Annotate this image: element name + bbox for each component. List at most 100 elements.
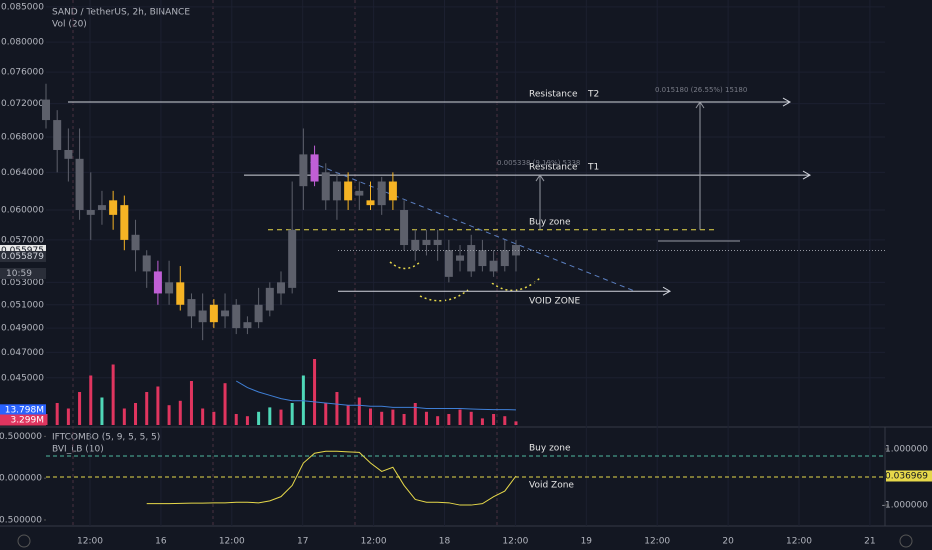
candle-body xyxy=(500,250,509,267)
indicator-title: IFTCOMBO (5, 9, 5, 5, 5) xyxy=(52,433,160,443)
volume-bar xyxy=(245,416,249,425)
candle-body xyxy=(165,282,174,294)
candle-body xyxy=(176,282,185,305)
y-tick-label: 0.000000 xyxy=(0,474,42,484)
volume-bar xyxy=(335,392,339,425)
y-tick-label: 0.068000 xyxy=(1,132,44,142)
volume-bar xyxy=(268,407,272,425)
arc xyxy=(389,261,421,270)
candle-body xyxy=(187,299,196,317)
volume-bar xyxy=(458,409,462,425)
volume-bar xyxy=(346,405,350,425)
volume-bar xyxy=(492,414,496,425)
volume-bar xyxy=(89,375,93,425)
volume-box xyxy=(0,404,46,416)
volume-bar xyxy=(391,409,395,425)
candle-body xyxy=(310,154,319,182)
x-tick-label: 21 xyxy=(864,537,875,547)
arrow-head xyxy=(802,170,812,180)
volume-bar xyxy=(100,397,104,425)
candle-body xyxy=(456,255,465,261)
level-label: Void Zone xyxy=(529,481,574,491)
candle-body xyxy=(444,250,453,277)
volume-bar xyxy=(189,381,193,425)
volume-bar xyxy=(480,418,484,425)
annotation-label: Resistance xyxy=(529,90,578,100)
volume-bar xyxy=(369,408,373,425)
y-tick-label: 0.047000 xyxy=(1,348,44,358)
candle-body xyxy=(321,172,330,201)
volume-bar xyxy=(78,392,82,425)
candle-body xyxy=(64,149,73,159)
volume-bar xyxy=(234,414,238,425)
arrow-head xyxy=(662,286,672,296)
volume-box xyxy=(0,414,46,426)
measure-head xyxy=(535,174,545,182)
volume-bar xyxy=(324,403,328,425)
candle-body xyxy=(299,154,308,187)
x-tick-label: 12:00 xyxy=(77,537,103,547)
volume-bar xyxy=(313,359,317,425)
candle-body xyxy=(243,322,252,329)
volume-bar xyxy=(503,416,507,425)
price-box xyxy=(0,250,46,262)
volume-label: 3.299M xyxy=(10,416,44,426)
y-tick-label: 0.060000 xyxy=(1,205,44,215)
volume-bar xyxy=(447,414,451,425)
indicator-marker: 0.036969 xyxy=(885,472,928,482)
candle-body xyxy=(97,205,106,210)
volume-label: 13.798M xyxy=(5,405,44,415)
x-tick-label: 12:00 xyxy=(786,537,812,547)
x-tick-label: 12:00 xyxy=(502,537,528,547)
volume-bar xyxy=(424,411,428,425)
price-label: 0.055975 xyxy=(1,246,44,256)
volume-bar xyxy=(402,414,406,425)
annotation-label: Resistance xyxy=(529,163,578,173)
volume-bar xyxy=(167,405,171,425)
chart-title: SAND / TetherUS, 2h, BINANCE xyxy=(52,8,190,18)
measure-label: 0.015180 (26.55%) 15180 xyxy=(655,86,747,94)
y-tick-label: -0.500000 xyxy=(0,515,42,525)
volume-bar xyxy=(279,409,283,425)
volume-bar xyxy=(66,408,70,425)
candle-body xyxy=(288,229,297,288)
volume-bar xyxy=(436,416,440,425)
volume-bar xyxy=(111,364,115,425)
annotation-tag: T2 xyxy=(587,90,599,100)
volume-bar xyxy=(301,375,305,425)
x-tick-label: 16 xyxy=(155,537,167,547)
candle-body xyxy=(478,250,487,267)
measure-head xyxy=(695,101,705,109)
y-tick-label: 0.076000 xyxy=(1,68,44,78)
y-tick-label: 0.049000 xyxy=(1,324,44,334)
candle-body xyxy=(377,181,386,206)
x-tick-label: 12:00 xyxy=(219,537,245,547)
indicator-line xyxy=(146,450,517,506)
volume-bar xyxy=(514,421,518,425)
x-tick-label: 17 xyxy=(297,537,308,547)
candle-body xyxy=(42,99,50,121)
candle-body xyxy=(489,260,498,272)
y-tick-label: 0.080000 xyxy=(1,38,44,48)
candle-body xyxy=(332,181,341,201)
volume-bar xyxy=(223,383,227,425)
candle-body xyxy=(411,239,420,251)
y-tick-label: 0.051000 xyxy=(1,300,44,310)
volume-bar xyxy=(55,403,59,425)
y-tick-label: 0.064000 xyxy=(1,168,44,178)
volume-bar xyxy=(212,411,216,425)
candle-body xyxy=(153,271,162,294)
indicator-subtitle: BVI_LB (10) xyxy=(52,445,104,455)
candle-body xyxy=(265,287,274,311)
zoom-icon[interactable] xyxy=(17,534,31,548)
candle-body xyxy=(400,209,409,246)
volume-bar xyxy=(178,400,182,425)
candle-body xyxy=(422,239,431,246)
trendline xyxy=(301,158,636,292)
y-tick-label: 0.053000 xyxy=(1,278,44,288)
annotation-label: Buy zone xyxy=(529,217,571,227)
auto-icon[interactable] xyxy=(899,534,913,548)
volume-ma xyxy=(235,380,516,411)
candle-body xyxy=(142,255,151,272)
